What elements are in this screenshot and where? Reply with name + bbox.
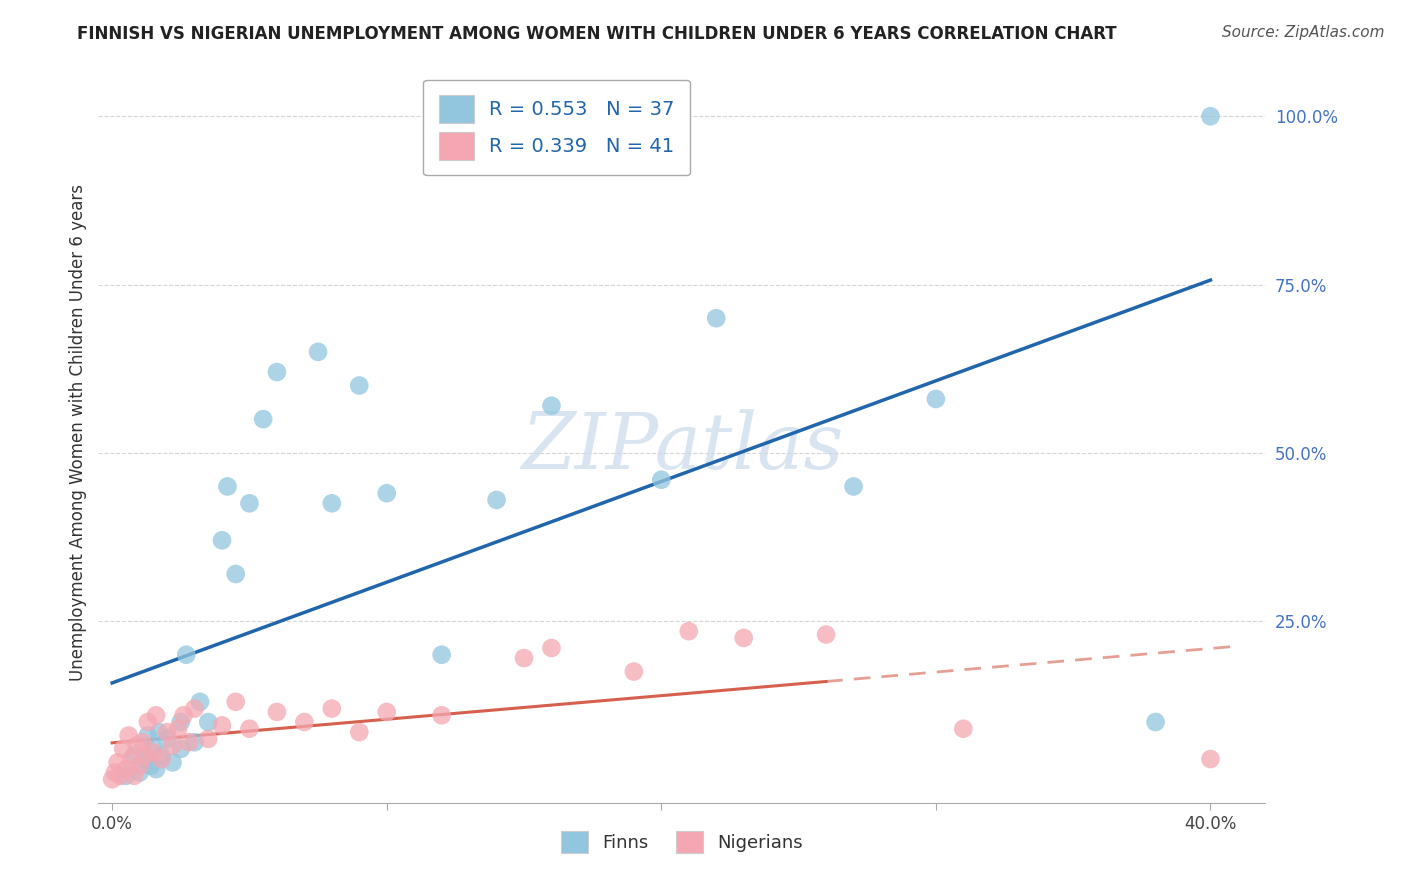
Point <box>170 742 193 756</box>
Point <box>174 648 197 662</box>
Point <box>430 648 453 662</box>
Point <box>375 705 398 719</box>
Point <box>650 473 672 487</box>
Point <box>197 731 219 746</box>
Point <box>136 714 159 729</box>
Point <box>485 492 508 507</box>
Text: Source: ZipAtlas.com: Source: ZipAtlas.com <box>1222 25 1385 40</box>
Point <box>110 769 132 783</box>
Point <box>117 729 139 743</box>
Legend: Finns, Nigerians: Finns, Nigerians <box>554 824 810 861</box>
Point <box>162 756 184 770</box>
Point <box>1144 714 1167 729</box>
Point <box>145 762 167 776</box>
Point <box>349 378 371 392</box>
Point <box>952 722 974 736</box>
Point <box>156 725 179 739</box>
Point <box>815 627 838 641</box>
Point <box>225 695 247 709</box>
Point <box>128 765 150 780</box>
Point <box>115 769 138 783</box>
Point <box>128 758 150 772</box>
Point <box>156 731 179 746</box>
Point <box>211 718 233 732</box>
Point <box>112 742 135 756</box>
Point <box>134 752 156 766</box>
Point <box>136 729 159 743</box>
Point <box>266 705 288 719</box>
Point <box>104 765 127 780</box>
Point <box>177 735 200 749</box>
Point <box>131 735 153 749</box>
Point <box>183 735 205 749</box>
Point <box>122 748 145 763</box>
Point <box>623 665 645 679</box>
Point <box>173 708 195 723</box>
Point <box>101 772 124 787</box>
Text: ZIPatlas: ZIPatlas <box>520 409 844 485</box>
Point <box>162 739 184 753</box>
Point <box>211 533 233 548</box>
Point <box>266 365 288 379</box>
Point <box>513 651 536 665</box>
Text: FINNISH VS NIGERIAN UNEMPLOYMENT AMONG WOMEN WITH CHILDREN UNDER 6 YEARS CORRELA: FINNISH VS NIGERIAN UNEMPLOYMENT AMONG W… <box>77 25 1116 43</box>
Point <box>540 399 562 413</box>
Y-axis label: Unemployment Among Women with Children Under 6 years: Unemployment Among Women with Children U… <box>69 184 87 681</box>
Point <box>349 725 371 739</box>
Point <box>430 708 453 723</box>
Point <box>540 640 562 655</box>
Point <box>321 701 343 715</box>
Point <box>307 344 329 359</box>
Point <box>1199 752 1222 766</box>
Point <box>375 486 398 500</box>
Point <box>120 752 142 766</box>
Point <box>125 739 148 753</box>
Point <box>139 758 162 772</box>
Point <box>238 722 260 736</box>
Point <box>225 566 247 581</box>
Point <box>134 748 156 763</box>
Point <box>145 708 167 723</box>
Point <box>197 714 219 729</box>
Point <box>150 748 173 763</box>
Point <box>252 412 274 426</box>
Point <box>188 695 211 709</box>
Point <box>925 392 948 406</box>
Point <box>238 496 260 510</box>
Point <box>842 479 865 493</box>
Point <box>321 496 343 510</box>
Point <box>148 725 170 739</box>
Point <box>292 714 315 729</box>
Point <box>733 631 755 645</box>
Point <box>170 714 193 729</box>
Point <box>167 722 190 736</box>
Point <box>115 762 138 776</box>
Point <box>1199 109 1222 123</box>
Point <box>107 756 129 770</box>
Point <box>142 742 165 756</box>
Point <box>122 769 145 783</box>
Point <box>183 701 205 715</box>
Point <box>217 479 239 493</box>
Point <box>678 624 700 639</box>
Point <box>150 752 173 766</box>
Point <box>142 745 165 759</box>
Point <box>704 311 727 326</box>
